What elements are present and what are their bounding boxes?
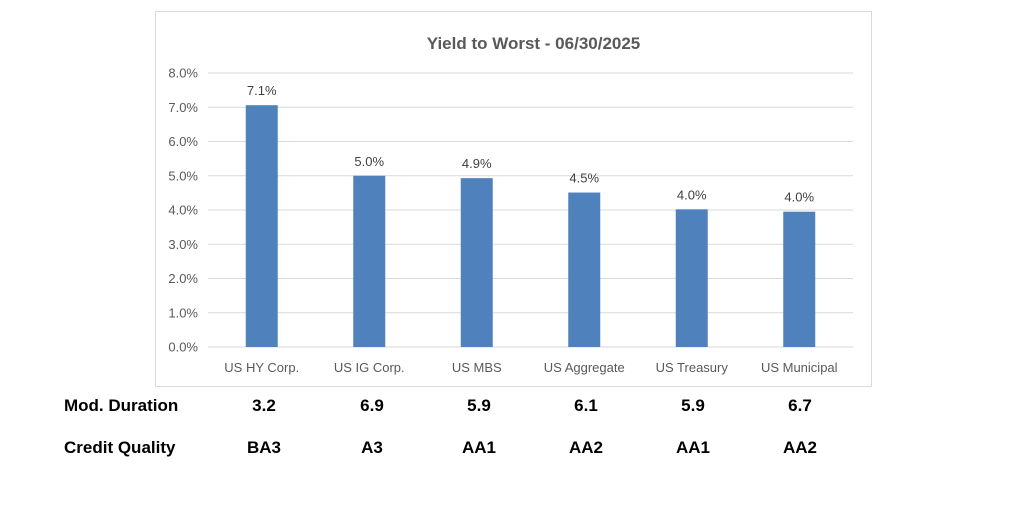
bar (353, 175, 386, 347)
data-label: 7.1% (247, 83, 277, 98)
mod-duration-row: Mod. Duration 3.2 6.9 5.9 6.1 5.9 6.7 (0, 396, 1024, 420)
y-tick-label: 1.0% (168, 305, 198, 320)
mod-duration-value: 3.2 (252, 396, 276, 415)
data-label: 5.0% (354, 154, 384, 169)
mod-duration-value: 6.7 (788, 396, 812, 415)
data-label: 4.9% (462, 156, 492, 171)
credit-quality-value: AA2 (568, 438, 603, 457)
data-label: 4.0% (784, 190, 814, 205)
chart-title: Yield to Worst - 06/30/2025 (427, 34, 641, 53)
y-tick-label: 2.0% (168, 271, 198, 286)
mod-duration-value: 6.9 (360, 396, 384, 415)
mod-duration-value: 5.9 (467, 396, 491, 415)
y-tick-label: 4.0% (168, 203, 198, 218)
x-tick-label: US Aggregate (544, 360, 625, 375)
credit-quality-value: AA2 (782, 438, 817, 457)
credit-quality-value: AA1 (461, 438, 496, 457)
bar (568, 192, 601, 347)
bar (675, 209, 708, 347)
y-tick-label: 3.0% (168, 237, 198, 252)
y-tick-label: 5.0% (168, 168, 198, 183)
bar (245, 105, 278, 347)
mod-duration-value: 6.1 (574, 396, 598, 415)
y-tick-label: 6.0% (168, 134, 198, 149)
y-tick-label: 8.0% (168, 66, 198, 81)
credit-quality-value: A3 (361, 438, 383, 457)
credit-quality-label: Credit Quality (64, 438, 176, 457)
x-tick-label: US Municipal (761, 360, 838, 375)
bar-chart: Yield to Worst - 06/30/2025 0.0% 1.0% 2.0% 3… (168, 34, 853, 375)
mod-duration-value: 5.9 (681, 396, 705, 415)
credit-quality-row: Credit Quality BA3 A3 AA1 AA2 AA1 AA2 (0, 438, 1024, 462)
credit-quality-value: AA1 (675, 438, 710, 457)
credit-quality-value: BA3 (246, 438, 281, 457)
y-tick-label: 0.0% (168, 340, 198, 355)
x-tick-label: US IG Corp. (334, 360, 405, 375)
bar (460, 178, 493, 347)
data-label: 4.0% (677, 187, 707, 202)
x-tick-label: US Treasury (656, 360, 729, 375)
y-tick-label: 7.0% (168, 100, 198, 115)
mod-duration-label: Mod. Duration (64, 396, 179, 415)
data-label: 4.5% (569, 171, 599, 186)
x-tick-label: US HY Corp. (224, 360, 299, 375)
x-tick-label: US MBS (452, 360, 502, 375)
chart-area: Yield to Worst - 06/30/2025 0.0% 1.0% 2.0% 3… (155, 11, 872, 387)
bar (783, 211, 816, 347)
